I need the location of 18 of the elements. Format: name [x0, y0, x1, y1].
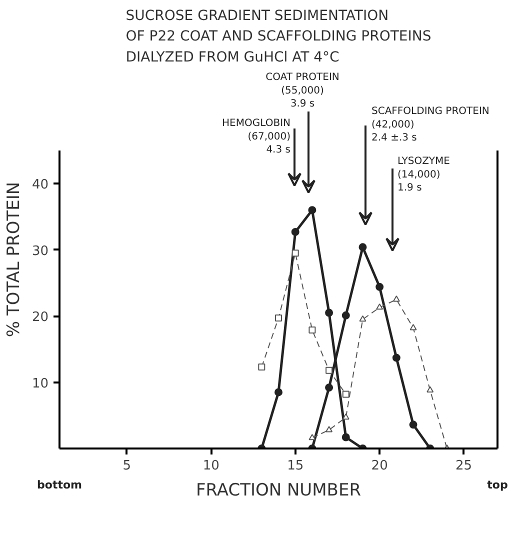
x-tick-label: 20: [371, 458, 388, 474]
y-axis-title: % TOTAL PROTEIN: [4, 182, 24, 338]
y-tick-label: 20: [32, 310, 49, 326]
chart-title: SUCROSE GRADIENT SEDIMENTATION OF P22 COAT AND SCAFFOLDING PROTEINS DIALYZED FROM GuHCl AT 4°C: [126, 8, 432, 66]
y-tick-label: 40: [32, 178, 49, 193]
annotation: LYSOZYME (14,000) 1.9 s: [398, 156, 450, 194]
x-tick-label: 10: [202, 458, 220, 474]
x-tick-label: 25: [456, 458, 472, 474]
y-tick-label: 10: [32, 376, 49, 392]
text: COAT PROTEIN (55,000) 3.9 s: [266, 72, 340, 110]
text: SCAFFOLDING PROTEIN (42,000) 2.4 ±.3 s: [372, 106, 490, 144]
annotation: HEMOGLOBIN (67,000) 4.3 s: [222, 118, 291, 156]
x-tick-label: 15: [287, 458, 304, 474]
x-axis-title: FRACTION NUMBER: [196, 480, 362, 500]
text: bottom: [37, 478, 82, 492]
x-tick-label: 5: [122, 458, 132, 474]
y-tick-label: 30: [32, 244, 49, 259]
text: top: [487, 478, 508, 492]
